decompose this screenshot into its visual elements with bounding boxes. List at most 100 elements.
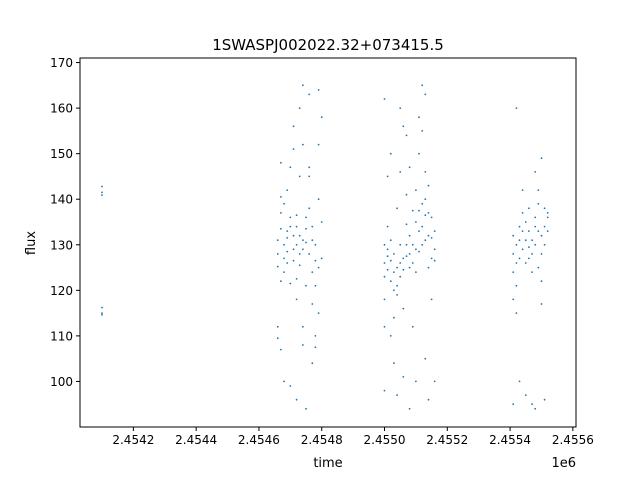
- data-point: [298, 107, 301, 109]
- y-tick-label: 170: [50, 56, 73, 70]
- data-point: [518, 257, 521, 260]
- data-point: [308, 175, 311, 178]
- data-point: [317, 266, 320, 269]
- data-point: [415, 221, 417, 223]
- data-point: [534, 225, 537, 228]
- data-point: [276, 253, 279, 255]
- data-point: [289, 166, 292, 169]
- data-point: [524, 394, 527, 396]
- data-point: [396, 394, 398, 396]
- data-point: [543, 398, 546, 401]
- data-point: [515, 262, 518, 264]
- data-point: [408, 234, 411, 237]
- data-point: [528, 207, 530, 210]
- data-point: [280, 280, 282, 283]
- data-point: [276, 239, 279, 242]
- data-point: [433, 259, 436, 262]
- data-point: [302, 325, 304, 328]
- data-point: [421, 84, 424, 87]
- y-tick-label: 150: [50, 147, 73, 161]
- data-point: [534, 243, 537, 246]
- data-point: [295, 398, 298, 401]
- data-point: [295, 214, 298, 217]
- data-point: [383, 325, 386, 328]
- data-point: [389, 280, 392, 283]
- data-point: [298, 264, 301, 267]
- data-point: [399, 171, 402, 173]
- data-point: [405, 243, 408, 246]
- data-point: [386, 248, 389, 251]
- data-point: [289, 216, 292, 219]
- data-point: [292, 259, 295, 262]
- data-point: [298, 253, 301, 255]
- data-point: [396, 284, 398, 287]
- data-point: [101, 306, 103, 309]
- y-tick-label: 160: [50, 102, 73, 116]
- data-point: [292, 148, 295, 151]
- data-point: [302, 239, 304, 242]
- data-point: [393, 253, 395, 255]
- data-point: [524, 262, 527, 264]
- data-point: [421, 225, 424, 228]
- data-point: [540, 234, 543, 237]
- data-point: [308, 253, 311, 255]
- data-point: [320, 221, 323, 223]
- data-point: [305, 216, 307, 219]
- data-point: [405, 134, 408, 137]
- data-point: [383, 298, 386, 301]
- data-point: [415, 380, 417, 383]
- data-point: [537, 189, 540, 192]
- x-tick-label: 2.4556: [552, 433, 594, 447]
- data-point: [289, 225, 292, 228]
- data-point: [515, 312, 518, 314]
- data-point: [411, 325, 414, 328]
- data-point: [302, 84, 304, 87]
- data-point: [518, 225, 521, 228]
- x-tick-label: 2.4554: [489, 433, 531, 447]
- data-point: [540, 253, 543, 255]
- x-tick-label: 2.4550: [364, 433, 406, 447]
- data-point: [308, 93, 311, 96]
- data-point: [424, 239, 427, 242]
- data-point: [383, 275, 386, 278]
- data-point: [399, 107, 402, 109]
- data-point: [314, 284, 317, 287]
- x-tick-label: 2.4546: [238, 433, 280, 447]
- data-point: [305, 284, 307, 287]
- data-point: [427, 212, 430, 214]
- data-point: [430, 298, 433, 301]
- x-tick-label: 2.4552: [426, 433, 468, 447]
- data-point: [295, 278, 298, 280]
- data-point: [289, 282, 292, 285]
- data-point: [295, 225, 298, 228]
- data-point: [531, 239, 533, 242]
- data-point: [298, 234, 301, 237]
- data-point: [424, 93, 427, 96]
- data-point: [393, 316, 395, 319]
- data-point: [540, 303, 543, 305]
- data-point: [393, 271, 395, 273]
- data-point: [512, 253, 515, 255]
- data-point: [389, 259, 392, 262]
- data-point: [433, 248, 436, 251]
- data-point: [383, 389, 386, 392]
- data-point: [433, 380, 436, 383]
- data-point: [521, 189, 524, 192]
- data-point: [421, 202, 424, 205]
- data-point: [283, 271, 285, 273]
- data-point: [292, 234, 295, 237]
- data-point: [317, 312, 320, 314]
- y-tick-label: 130: [50, 238, 73, 252]
- data-point: [393, 289, 395, 292]
- data-point: [418, 250, 420, 253]
- data-point: [302, 344, 304, 346]
- data-point: [411, 209, 414, 212]
- data-point: [415, 189, 417, 192]
- data-point: [424, 198, 427, 201]
- data-point: [418, 230, 420, 233]
- data-point: [518, 380, 521, 383]
- data-point: [531, 403, 533, 406]
- data-point: [311, 303, 314, 305]
